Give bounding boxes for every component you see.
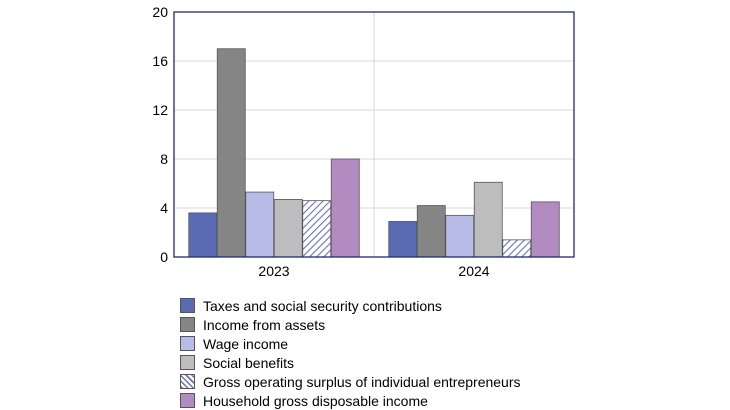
legend-swatch-social xyxy=(180,355,195,370)
bar xyxy=(188,212,218,258)
x-tick-label: 2024 xyxy=(458,263,489,279)
legend-item-assets: Income from assets xyxy=(180,315,521,334)
bar-chart: 0 4 8 12 16 20 2023 2024 xyxy=(152,4,575,279)
legend-item-disposable: Household gross disposable income xyxy=(180,391,521,410)
legend-item-social: Social benefits xyxy=(180,353,521,372)
legend-swatch-surplus xyxy=(180,374,195,389)
legend-swatch-wage xyxy=(180,336,195,351)
legend-label-taxes: Taxes and social security contributions xyxy=(203,297,442,314)
bar xyxy=(388,221,418,258)
legend-label-surplus: Gross operating surplus of individual en… xyxy=(203,373,521,390)
plot-area-frame xyxy=(173,11,575,258)
y-tick-label: 16 xyxy=(152,53,168,69)
bar xyxy=(216,48,246,258)
legend-swatch-taxes xyxy=(180,298,195,313)
legend-swatch-disposable xyxy=(180,393,195,408)
legend-item-wage: Wage income xyxy=(180,334,521,353)
legend-label-disposable: Household gross disposable income xyxy=(203,392,428,409)
y-tick-label: 8 xyxy=(160,151,168,167)
y-tick-label: 0 xyxy=(160,249,168,265)
bar xyxy=(502,239,532,258)
x-tick-label: 2023 xyxy=(258,263,289,279)
bar xyxy=(302,200,332,258)
bar xyxy=(245,191,275,258)
y-tick-label: 12 xyxy=(152,102,168,118)
legend-label-wage: Wage income xyxy=(203,335,289,352)
bar xyxy=(530,201,560,258)
bar xyxy=(330,158,360,258)
y-tick-label: 4 xyxy=(160,200,168,216)
bar xyxy=(416,205,446,258)
legend-swatch-assets xyxy=(180,317,195,332)
legend-label-assets: Income from assets xyxy=(203,316,326,333)
legend-item-surplus: Gross operating surplus of individual en… xyxy=(180,372,521,391)
y-tick-label: 20 xyxy=(152,4,168,20)
bar xyxy=(445,214,475,258)
bar xyxy=(473,181,503,258)
legend-item-taxes: Taxes and social security contributions xyxy=(180,296,521,315)
chart-legend: Taxes and social security contributions … xyxy=(180,296,521,410)
bar xyxy=(273,199,303,258)
legend-label-social: Social benefits xyxy=(203,354,295,371)
